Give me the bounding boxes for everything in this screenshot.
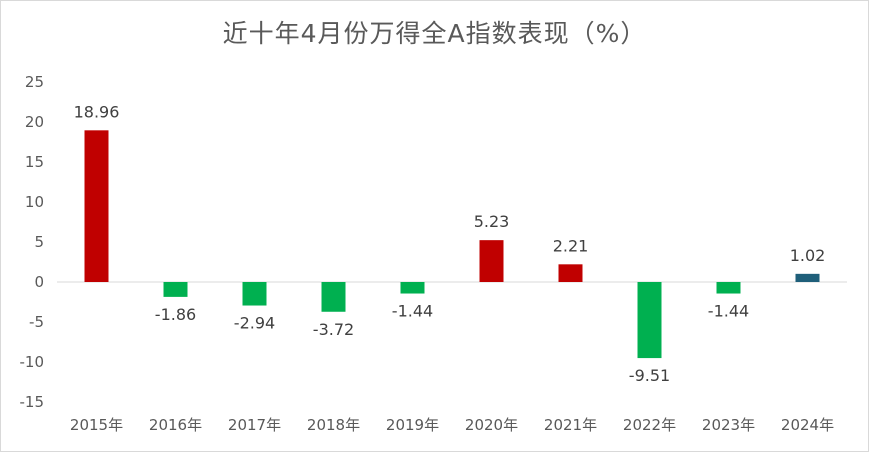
bar-2019年 <box>400 282 425 294</box>
chart-title: 近十年4月份万得全A指数表现（%） <box>222 19 647 48</box>
data-label: -3.72 <box>313 320 354 339</box>
y-tick-label: -15 <box>20 393 45 411</box>
y-tick-label: 10 <box>25 193 44 211</box>
bar-2017年 <box>242 282 267 306</box>
bar-2016年 <box>163 282 188 297</box>
x-tick-label: 2020年 <box>465 416 518 434</box>
y-tick-label: -5 <box>29 313 44 331</box>
data-label: -9.51 <box>629 366 670 385</box>
x-tick-label: 2018年 <box>307 416 360 434</box>
bar-2024年 <box>795 273 820 282</box>
bar-2021年 <box>558 264 583 282</box>
y-tick-label: 0 <box>34 273 44 291</box>
data-label: 18.96 <box>74 102 120 121</box>
bar-2023年 <box>716 282 741 294</box>
y-tick-label: 15 <box>25 153 44 171</box>
data-label: -1.44 <box>392 302 433 321</box>
y-tick-label: 5 <box>34 233 44 251</box>
x-tick-label: 2021年 <box>544 416 597 434</box>
data-label: 5.23 <box>474 212 510 231</box>
data-label: 1.02 <box>790 246 826 265</box>
bar-2015年 <box>84 130 109 282</box>
x-tick-label: 2017年 <box>228 416 281 434</box>
data-label: -1.44 <box>708 302 749 321</box>
bar-2022年 <box>637 282 662 359</box>
bar-2018年 <box>321 282 346 312</box>
y-tick-label: -10 <box>20 353 45 371</box>
x-tick-label: 2016年 <box>149 416 202 434</box>
y-tick-label: 25 <box>25 73 44 91</box>
x-tick-label: 2023年 <box>702 416 755 434</box>
bar-2020年 <box>479 240 504 282</box>
y-tick-label: 20 <box>25 113 44 131</box>
data-label: -2.94 <box>234 314 275 333</box>
x-tick-label: 2015年 <box>70 416 123 434</box>
data-label: 2.21 <box>553 236 589 255</box>
x-tick-label: 2022年 <box>623 416 676 434</box>
x-tick-label: 2019年 <box>386 416 439 434</box>
x-tick-label: 2024年 <box>781 416 834 434</box>
data-label: -1.86 <box>155 305 196 324</box>
